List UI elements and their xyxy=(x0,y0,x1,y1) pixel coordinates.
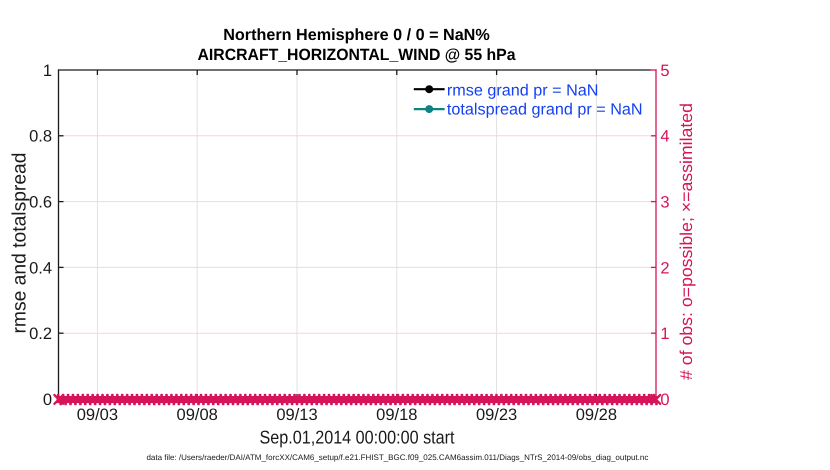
svg-text:5: 5 xyxy=(660,62,669,80)
svg-text:rmse and totalspread: rmse and totalspread xyxy=(8,153,30,334)
svg-text:0.6: 0.6 xyxy=(29,194,52,212)
svg-text:0.4: 0.4 xyxy=(29,259,52,277)
svg-text:0.2: 0.2 xyxy=(29,325,52,343)
svg-text:2: 2 xyxy=(660,259,669,277)
svg-text:09/13: 09/13 xyxy=(276,406,317,424)
svg-text:09/18: 09/18 xyxy=(376,406,417,424)
svg-text:# of obs: o=possible; ×=assimi: # of obs: o=possible; ×=assimilated xyxy=(676,103,696,380)
svg-text:0.8: 0.8 xyxy=(29,128,52,146)
svg-text:09/23: 09/23 xyxy=(476,406,517,424)
svg-text:4: 4 xyxy=(660,128,669,146)
svg-text:rmse grand pr = NaN: rmse grand pr = NaN xyxy=(447,81,599,99)
svg-text:09/08: 09/08 xyxy=(177,406,218,424)
svg-text:1: 1 xyxy=(660,325,669,343)
svg-text:09/03: 09/03 xyxy=(77,406,118,424)
svg-text:data file: /Users/raeder/DAI/A: data file: /Users/raeder/DAI/ATM_forcXX/… xyxy=(146,453,648,462)
svg-text:AIRCRAFT_HORIZONTAL_WIND @ 55: AIRCRAFT_HORIZONTAL_WIND @ 55 hPa xyxy=(198,46,517,64)
svg-text:3: 3 xyxy=(660,194,669,212)
svg-text:totalspread grand pr = NaN: totalspread grand pr = NaN xyxy=(447,100,643,118)
svg-text:0: 0 xyxy=(660,391,669,409)
svg-text:1: 1 xyxy=(43,62,52,80)
svg-text:Northern Hemisphere 0 / 0 = Na: Northern Hemisphere 0 / 0 = NaN% xyxy=(223,26,490,44)
svg-text:Sep.01,2014 00:00:00 start: Sep.01,2014 00:00:00 start xyxy=(260,427,455,448)
svg-text:0: 0 xyxy=(43,391,52,409)
svg-text:09/28: 09/28 xyxy=(576,406,617,424)
